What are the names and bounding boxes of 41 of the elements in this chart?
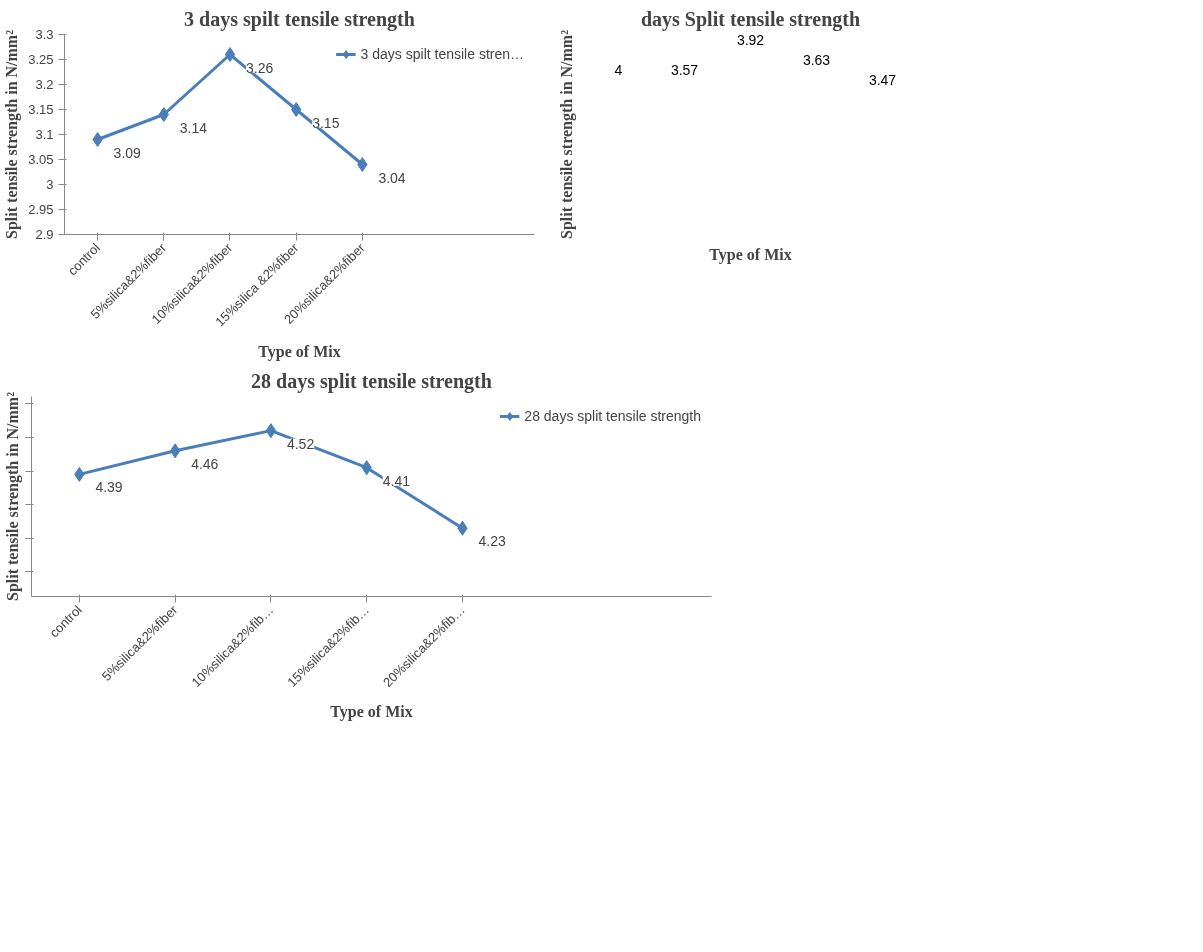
x-axis-title: Type of Mix (258, 342, 341, 361)
text: Split tensile strength in N/mm² (557, 29, 576, 239)
y-tick-label: 3 (46, 177, 54, 192)
y-axis-title: Split tensile strength in N/mm² (3, 391, 22, 601)
text: Type of Mix (709, 245, 792, 264)
data-label: 4.39 (95, 479, 123, 496)
y-axis-title: Split tensile strength in N/mm² (3, 29, 22, 239)
text: 3.63 (802, 51, 831, 68)
point (158, 107, 169, 122)
data-label: 3.04 (378, 169, 406, 186)
point (92, 132, 103, 147)
x-axis-title: Type of Mix (330, 703, 413, 722)
legend-label: 28 days split tensile strength (524, 408, 701, 424)
y-tick-label: 3.05 (28, 152, 54, 167)
chart-title: 28 days split tensile strength (251, 369, 492, 393)
y-tick-label: 2.9 (35, 227, 54, 242)
text: 4 (614, 61, 623, 78)
data-label: 3.26 (245, 59, 274, 76)
data-label: 3.15 (312, 114, 340, 131)
data-label: 4.41 (382, 472, 411, 489)
data-label: 4.46 (191, 455, 219, 472)
point (357, 157, 368, 172)
point (224, 47, 236, 62)
y-tick-label: 2.95 (28, 202, 54, 217)
point (265, 423, 277, 439)
y-tick-label: 3.3 (35, 27, 54, 42)
data-label: 4.52 (286, 435, 315, 452)
point (291, 102, 302, 117)
text: 3.57 (670, 61, 699, 78)
y-tick-label: 3.25 (28, 52, 54, 67)
data-label: 4.23 (478, 533, 506, 550)
data-label: 3.09 (113, 144, 142, 161)
y-tick-label: 3.15 (28, 102, 54, 117)
chart-title: 3 days spilt tensile strength (184, 7, 415, 31)
y-tick-label: 3.1 (35, 127, 54, 142)
text: 3.92 (736, 31, 765, 48)
text: 3.47 (868, 71, 897, 88)
text: days Split tensile strength (640, 7, 861, 31)
legend-label: 3 days spilt tensile stren… (360, 46, 524, 62)
data-label: 3.14 (179, 119, 208, 136)
y-tick-label: 3.2 (35, 77, 54, 92)
